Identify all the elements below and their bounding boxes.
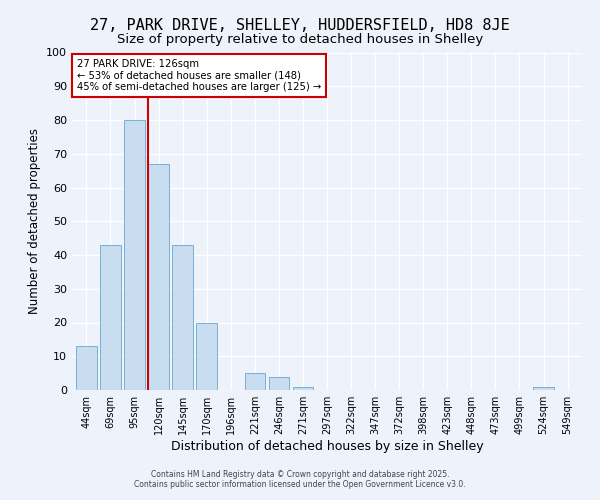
Text: Contains HM Land Registry data © Crown copyright and database right 2025.
Contai: Contains HM Land Registry data © Crown c…: [134, 470, 466, 489]
Bar: [148, 164, 169, 390]
Bar: [533, 386, 554, 390]
Bar: [245, 373, 265, 390]
Text: Size of property relative to detached houses in Shelley: Size of property relative to detached ho…: [117, 32, 483, 46]
Bar: [100, 245, 121, 390]
Text: 27, PARK DRIVE, SHELLEY, HUDDERSFIELD, HD8 8JE: 27, PARK DRIVE, SHELLEY, HUDDERSFIELD, H…: [90, 18, 510, 32]
Bar: [76, 346, 97, 390]
Bar: [269, 376, 289, 390]
X-axis label: Distribution of detached houses by size in Shelley: Distribution of detached houses by size …: [170, 440, 484, 453]
Bar: [196, 322, 217, 390]
Bar: [172, 245, 193, 390]
Text: 27 PARK DRIVE: 126sqm
← 53% of detached houses are smaller (148)
45% of semi-det: 27 PARK DRIVE: 126sqm ← 53% of detached …: [77, 59, 322, 92]
Bar: [124, 120, 145, 390]
Y-axis label: Number of detached properties: Number of detached properties: [28, 128, 41, 314]
Bar: [293, 386, 313, 390]
